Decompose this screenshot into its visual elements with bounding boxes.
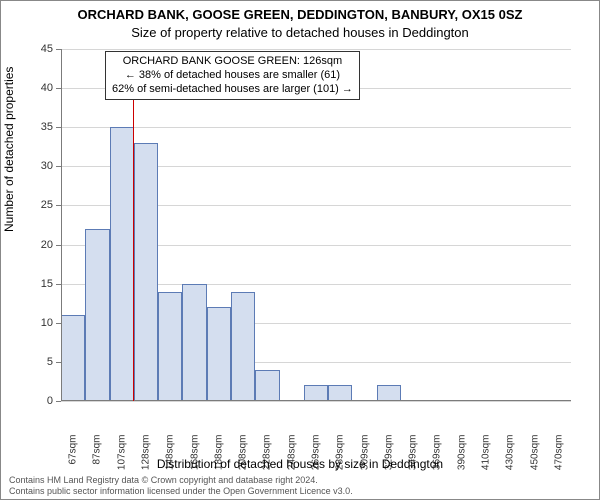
gridline-h <box>61 49 571 50</box>
ytick-mark <box>56 362 61 363</box>
annotation-box: ORCHARD BANK GOOSE GREEN: 126sqm ← 38% o… <box>105 51 360 100</box>
ytick-mark <box>56 323 61 324</box>
histogram-bar <box>255 370 279 401</box>
histogram-bar <box>158 292 182 402</box>
histogram-bar <box>231 292 255 402</box>
x-axis-label: Distribution of detached houses by size … <box>1 457 599 471</box>
footer: Contains HM Land Registry data © Crown c… <box>9 475 353 496</box>
ytick-label: 10 <box>13 317 53 329</box>
annotation-line2: ← 38% of detached houses are smaller (61… <box>112 69 353 83</box>
histogram-bar <box>182 284 206 401</box>
ytick-mark <box>56 49 61 50</box>
marker-line <box>133 88 135 401</box>
ytick-label: 40 <box>13 82 53 94</box>
ytick-label: 25 <box>13 199 53 211</box>
histogram-bar <box>207 307 231 401</box>
ytick-label: 0 <box>13 395 53 407</box>
histogram-bar <box>134 143 158 401</box>
histogram-bar <box>328 385 352 401</box>
histogram-bar <box>304 385 328 401</box>
ytick-mark <box>56 88 61 89</box>
x-axis-line <box>61 400 571 401</box>
annotation-line3: 62% of semi-detached houses are larger (… <box>112 83 353 97</box>
ytick-label: 45 <box>13 43 53 55</box>
ytick-mark <box>56 401 61 402</box>
chart-subtitle: Size of property relative to detached ho… <box>1 25 599 40</box>
chart-container: ORCHARD BANK, GOOSE GREEN, DEDDINGTON, B… <box>0 0 600 500</box>
histogram-bar <box>110 127 134 401</box>
ytick-label: 35 <box>13 121 53 133</box>
y-axis-line <box>61 49 62 401</box>
footer-line1: Contains HM Land Registry data © Crown c… <box>9 475 353 485</box>
ytick-label: 30 <box>13 160 53 172</box>
footer-line2: Contains public sector information licen… <box>9 486 353 496</box>
chart-title-line1: ORCHARD BANK, GOOSE GREEN, DEDDINGTON, B… <box>1 7 599 22</box>
histogram-bar <box>61 315 85 401</box>
histogram-bar <box>85 229 109 401</box>
histogram-bar <box>377 385 401 401</box>
ytick-label: 5 <box>13 356 53 368</box>
ytick-label: 15 <box>13 278 53 290</box>
ytick-mark <box>56 127 61 128</box>
plot-area <box>61 49 571 401</box>
gridline-h <box>61 127 571 128</box>
ytick-mark <box>56 166 61 167</box>
ytick-label: 20 <box>13 239 53 251</box>
ytick-mark <box>56 245 61 246</box>
ytick-mark <box>56 284 61 285</box>
ytick-mark <box>56 205 61 206</box>
gridline-h <box>61 401 571 402</box>
annotation-line1: ORCHARD BANK GOOSE GREEN: 126sqm <box>112 55 353 69</box>
